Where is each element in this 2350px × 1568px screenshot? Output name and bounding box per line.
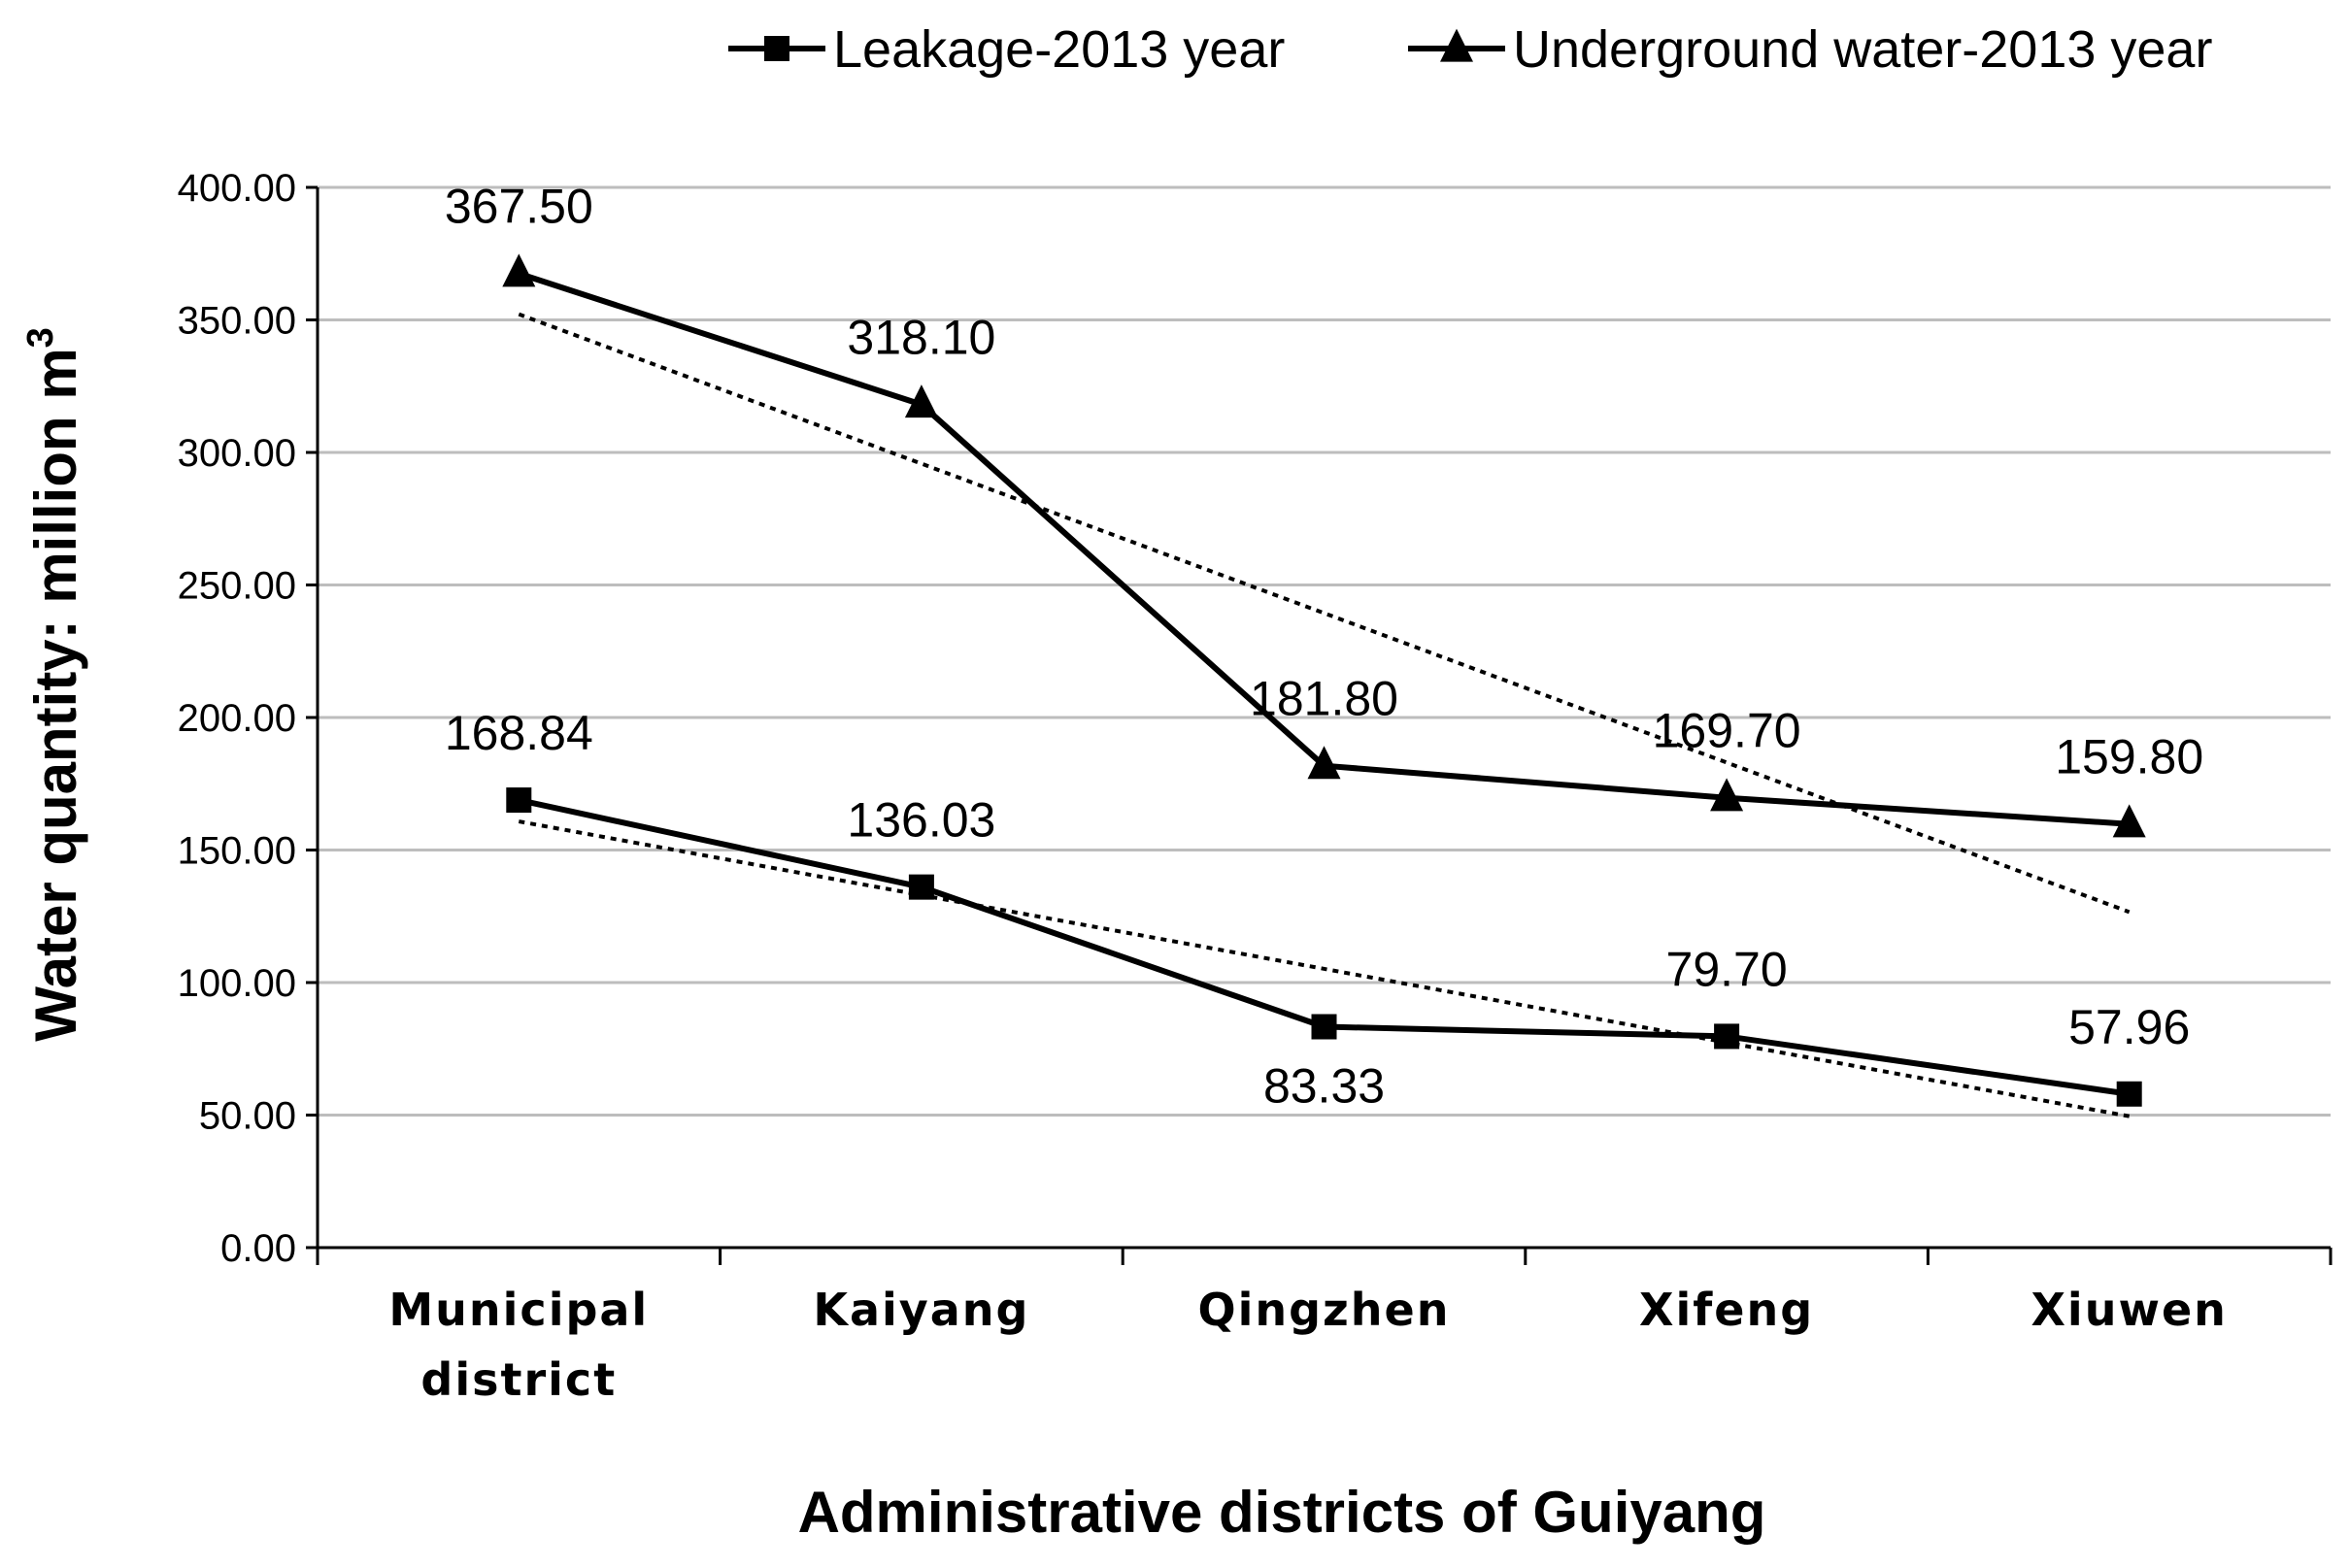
underground-water-point [904, 384, 938, 418]
leakage-trendline [518, 819, 2131, 1118]
underground-water-point [502, 253, 536, 287]
legend-underground-water-marker [1440, 28, 1473, 62]
legend-leakage-marker [764, 36, 789, 61]
underground-water-data-label: 367.50 [445, 180, 593, 234]
leakage-point [1714, 1023, 1740, 1050]
legend-underground-water-label: Underground water-2013 year [1513, 20, 2212, 79]
x-tick-label: Xiuwen [2031, 1284, 2227, 1336]
y-axis-title: Water quantity: million m3 [20, 327, 88, 1042]
leakage-series-line [518, 797, 2131, 1097]
data-labels: 168.84 136.03 83.33 79.70 57.96 367.50 318.10 1… [445, 180, 2203, 1114]
underground-water-point [1307, 746, 1341, 780]
y-tick-label: 150.00 [178, 830, 296, 873]
y-tick-label: 350.00 [178, 300, 296, 343]
underground-water-data-label: 159.80 [2055, 730, 2203, 784]
leakage-point [1311, 1014, 1337, 1040]
x-tick-label: Municipal district [388, 1284, 649, 1406]
y-tick-label: 0.00 [220, 1227, 296, 1270]
underground-water-data-label: 318.10 [847, 311, 995, 365]
y-tick-label: 50.00 [199, 1095, 296, 1138]
leakage-point [908, 874, 934, 900]
y-tick-label: 250.00 [178, 565, 296, 608]
trendlines [518, 312, 2131, 1118]
axes: 0.00 50.00 100.00 150.00 200.00 250.00 300.00 3… [178, 167, 2333, 1406]
leakage-point [2116, 1081, 2142, 1107]
series [502, 253, 2146, 1107]
leakage-data-label: 57.96 [2068, 1000, 2190, 1054]
legend: Leakage-2013 year Underground water-2013 … [728, 20, 2212, 79]
leakage-point [506, 787, 532, 814]
underground-water-data-label: 181.80 [1250, 672, 1398, 726]
underground-water-trendline [518, 312, 2131, 915]
gridlines [318, 185, 2331, 1117]
y-tick-label: 400.00 [178, 167, 296, 210]
y-axis-title-superscript: 3 [20, 327, 61, 348]
leakage-data-label: 83.33 [1263, 1059, 1385, 1114]
x-axis-title: Administrative districts of Guiyang [798, 1480, 1766, 1545]
underground-water-point [1710, 778, 1744, 812]
x-tick-label: Qingzhen [1197, 1284, 1450, 1336]
leakage-data-label: 168.84 [445, 706, 593, 760]
y-tick-label: 300.00 [178, 432, 296, 475]
underground-water-series-line [518, 270, 2130, 827]
y-tick-label: 100.00 [178, 962, 296, 1005]
underground-water-point [2112, 804, 2146, 838]
x-tick-label: Kaiyang [813, 1284, 1029, 1336]
underground-water-data-label: 169.70 [1653, 704, 1801, 758]
x-tick-label: Xifeng [1639, 1284, 1814, 1336]
leakage-data-label: 136.03 [847, 793, 995, 848]
y-tick-label: 200.00 [178, 697, 296, 740]
legend-leakage-label: Leakage-2013 year [833, 20, 1285, 79]
leakage-data-label: 79.70 [1666, 942, 1788, 996]
